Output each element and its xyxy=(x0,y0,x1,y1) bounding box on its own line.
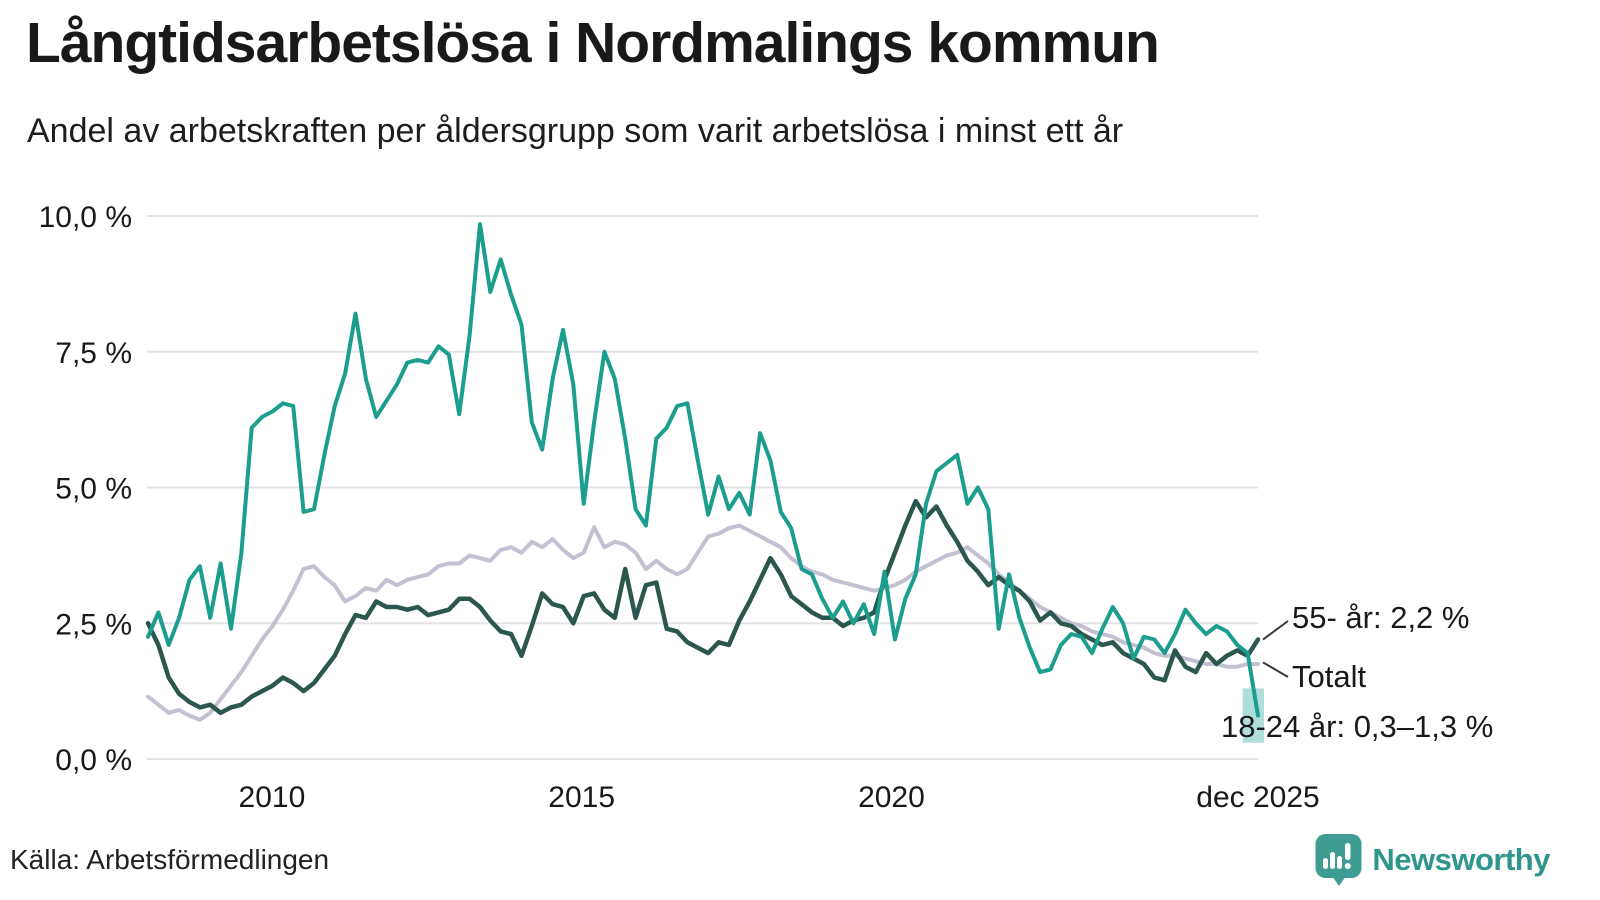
y-axis-tick-label: 7,5 % xyxy=(55,337,132,370)
x-axis-tick-label: 2015 xyxy=(548,781,615,814)
chart-subtitle: Andel av arbetskraften per åldersgrupp s… xyxy=(27,112,1124,150)
speech-bubble-bar-chart-exclamation-icon xyxy=(1315,834,1362,886)
series-line-18-24-ar xyxy=(146,222,1260,718)
annotation-connector-55-ar xyxy=(1262,620,1289,641)
x-axis-tick-label: 2010 xyxy=(239,781,306,814)
y-axis-tick-label: 5,0 % xyxy=(55,473,132,506)
y-axis-tick-label: 2,5 % xyxy=(55,608,132,641)
uncertainty-band xyxy=(1242,688,1264,743)
x-axis-tick-label: dec 2025 xyxy=(1196,781,1319,814)
y-axis-tick-label: 10,0 % xyxy=(39,201,132,234)
brand-logo: Newsworthy xyxy=(1315,833,1550,887)
annotation-55-ar: 55- år: 2,2 % xyxy=(1292,600,1470,635)
annotation-18-24-ar: 18-24 år: 0,3–1,3 % xyxy=(1221,709,1494,744)
annotation-connector-totalt xyxy=(1262,661,1289,678)
chart-title: Långtidsarbetslösa i Nordmalings kommun xyxy=(26,11,1160,75)
annotation-totalt: Totalt xyxy=(1292,659,1367,694)
source-note: Källa: Arbetsförmedlingen xyxy=(10,844,330,875)
x-axis-tick-label: 2020 xyxy=(858,781,925,814)
brand-wordmark: Newsworthy xyxy=(1372,842,1550,877)
y-axis-tick-label: 0,0 % xyxy=(55,744,132,777)
series-line-totalt xyxy=(146,523,1260,722)
series-line-55-ar xyxy=(145,498,1261,716)
